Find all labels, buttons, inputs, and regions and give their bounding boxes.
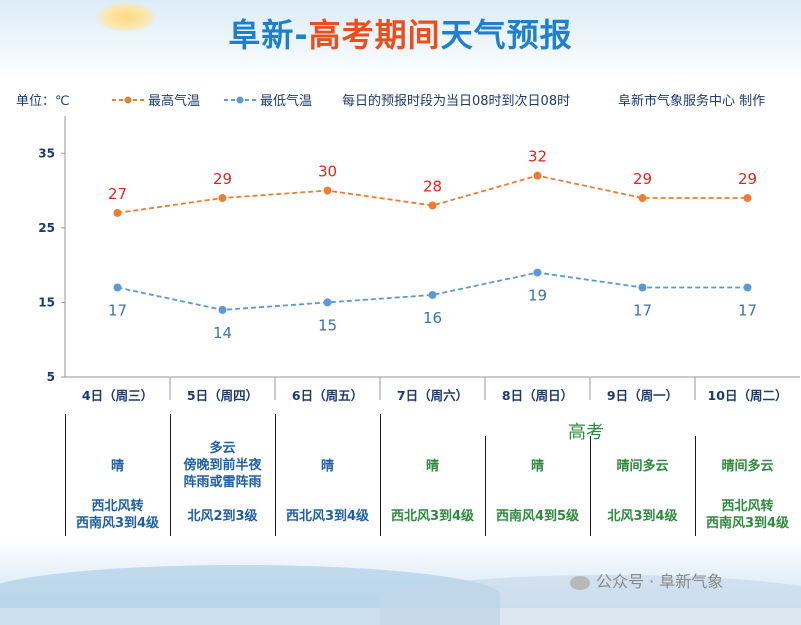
low-temp-data-label: 17 [738,302,757,320]
y-tick-label: 25 [38,221,55,235]
low-temp-point [218,305,227,314]
x-tick-label: 8日（周日） [501,388,574,403]
weather-condition-line: 晴间多云 [721,459,774,474]
high-temp-point [743,194,752,203]
page-title: 阜新-高考期间天气预报 [0,10,801,56]
high-temp-point [218,194,227,203]
weather-condition: 晴间多云 [695,458,800,475]
wind-forecast: 西北风3到4级 [380,508,485,525]
low-temp-point [428,290,437,299]
high-temp-data-label: 27 [108,185,127,203]
wind-forecast: 西北风3到4级 [275,508,380,525]
legend-low-label: 最低气温 [260,94,313,109]
weather-condition-line: 傍晚到前半夜 [183,458,262,473]
low-temp-point [113,283,122,292]
weather-condition: 晴 [65,458,170,475]
low-temp-point [323,298,332,307]
wind-forecast-line: 西北风转 [91,499,144,514]
wind-forecast-line: 北风3到4级 [607,509,678,524]
high-temp-data-label: 29 [738,170,757,188]
high-temp-point [533,171,542,180]
unit-label: 单位：℃ [16,94,70,109]
y-tick-label: 15 [38,295,55,309]
weather-condition-line: 晴 [110,459,124,474]
legend-high-marker [112,96,144,103]
column-divider [695,436,696,536]
low-temp-point [743,283,752,292]
low-temp-data-label: 15 [318,316,337,334]
high-temp-data-label: 30 [318,163,337,181]
weather-condition-line: 晴 [425,459,439,474]
wind-forecast: 北风2到3级 [170,508,275,525]
weather-condition: 晴 [380,458,485,475]
period-note: 每日的预报时段为当日08时到次日08时 [342,94,571,109]
weather-condition: 晴间多云 [590,458,695,475]
low-temp-data-label: 19 [528,287,547,305]
weather-condition: 晴 [485,458,590,475]
low-temp-data-label: 17 [108,302,127,320]
low-temp-data-label: 14 [213,324,232,342]
wind-forecast: 西北风转西南风3到4级 [695,498,800,532]
title-city: 阜新- [228,16,309,54]
weather-condition-line: 晴 [530,459,544,474]
watermark-text: 公众号 · 阜新气象 [596,572,724,591]
legend-low: 最低气温 [224,90,312,109]
low-temp-data-label: 16 [423,309,442,327]
wechat-icon [570,575,590,590]
legend-high-label: 最高气温 [148,94,201,109]
column-divider [380,414,381,536]
x-tick-label: 6日（周五） [291,388,364,403]
weather-condition: 晴 [275,458,380,475]
column-divider [590,436,591,536]
producer-note: 阜新市气象服务中心 制作 [618,94,766,109]
wind-forecast-line: 西南风3到4级 [75,516,160,531]
forecast-grid: 晴西北风转 西南风3到4级 多云 傍晚到前半夜 阵雨或雷阵雨 北风2到3级晴西北风3到4级… [65,378,800,536]
x-tick-label: 9日（周一） [606,388,679,403]
watermark: 公众号 · 阜新气象 [570,568,723,592]
title-suffix: 天气预报 [440,16,573,54]
legend-high: 最高气温 [112,90,200,109]
wind-forecast-line: 西北风转 [721,499,774,514]
wind-forecast: 北风3到4级 [590,508,695,525]
legend-low-marker [224,96,256,103]
y-tick-label: 35 [38,146,55,160]
low-temp-point [533,268,542,277]
high-temp-point [638,194,647,203]
weather-condition-line: 多云 [209,441,236,456]
column-divider [485,436,486,536]
low-temp-data-label: 17 [633,302,652,320]
weather-condition: 多云傍晚到前半夜 阵雨或雷阵雨 [170,440,275,491]
high-temp-data-label: 32 [528,148,547,166]
sun-decoration [96,2,156,32]
weather-condition-line: 阵雨或雷阵雨 [183,475,262,490]
low-temp-point [638,283,647,292]
weather-condition-line: 晴间多云 [616,459,669,474]
wind-forecast-line: 西南风4到5级 [495,509,580,524]
high-temp-data-label: 29 [633,170,652,188]
column-divider [275,414,276,536]
high-temp-data-label: 29 [213,170,232,188]
wind-forecast-line: 西南风3到4级 [705,516,790,531]
high-temp-point [428,201,437,210]
x-tick-label: 4日（周三） [81,388,154,403]
title-highlight: 高考期间 [308,16,441,54]
wind-forecast-line: 西北风3到4级 [285,509,370,524]
temperature-chart: 5 15 25 35 27 29 30 28 32 29 29 17 14 15 16 19 17 17 [38,116,800,400]
wind-forecast-line: 西北风3到4级 [390,509,475,524]
wind-forecast-line: 北风2到3级 [187,509,258,524]
x-tick-label: 5日（周四） [186,388,259,403]
x-tick-label: 7日（周六） [396,388,469,403]
x-tick-label: 10日（周二） [707,388,788,403]
wind-forecast: 西南风4到5级 [485,508,590,525]
high-temp-point [113,208,122,217]
high-temp-data-label: 28 [423,177,442,195]
column-divider [170,414,171,536]
weather-condition-line: 晴 [320,459,334,474]
y-tick-label: 5 [47,370,55,384]
column-divider [65,414,66,536]
wind-forecast: 西北风转西南风3到4级 [65,498,170,532]
gaokao-label: 高考 [568,422,604,443]
high-temp-point [323,186,332,195]
